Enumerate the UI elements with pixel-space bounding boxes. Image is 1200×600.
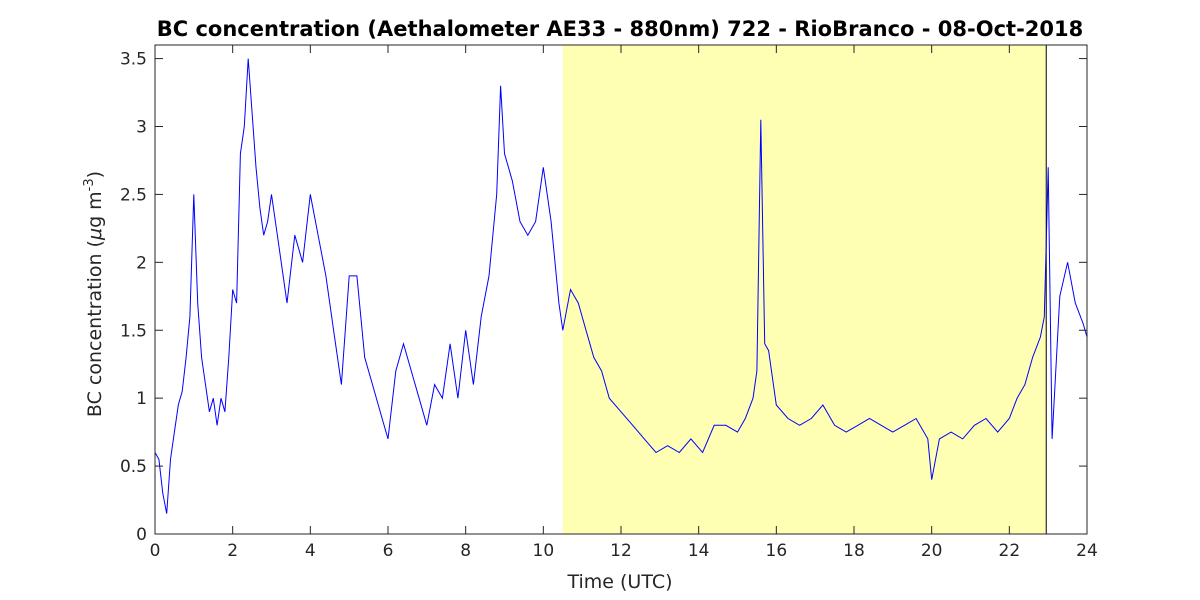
x-axis-label: Time (UTC) <box>566 571 672 593</box>
x-tick-label: 0 <box>150 541 161 561</box>
y-axis-label-prefix: BC concentration ( <box>84 240 106 417</box>
x-tick-label: 4 <box>305 541 316 561</box>
x-tick-label: 24 <box>1076 541 1098 561</box>
y-tick-label: 0 <box>136 525 147 545</box>
y-tick-label: 2.5 <box>120 185 147 205</box>
x-tick-label: 10 <box>533 541 555 561</box>
daytime-highlight-region <box>562 45 1047 534</box>
x-tick-label: 8 <box>460 541 471 561</box>
x-tick-label: 12 <box>610 541 632 561</box>
y-tick-label: 3 <box>136 118 147 138</box>
x-axis-ticks: 0 2 4 6 8 10 12 14 16 18 20 22 24 <box>150 45 1098 561</box>
y-tick-label: 0.5 <box>120 457 147 477</box>
y-tick-label: 3.5 <box>120 50 147 70</box>
y-axis-label-exponent: -3 <box>82 178 97 191</box>
bc-series-line <box>154 58 1088 514</box>
y-axis-ticks: 0 0.5 1 1.5 2 2.5 3 3.5 <box>120 50 1087 545</box>
x-tick-label: 6 <box>383 541 394 561</box>
y-axis-label-unit: g m <box>84 191 106 228</box>
x-tick-label: 18 <box>843 541 865 561</box>
y-axis-label: BC concentration (μg m-3) <box>82 171 106 417</box>
series-layer <box>154 45 1088 534</box>
y-tick-label: 2 <box>136 253 147 273</box>
y-tick-label: 1.5 <box>120 321 147 341</box>
y-axis-label-suffix: ) <box>84 171 106 178</box>
chart-title: BC concentration (Aethalometer AE33 - 88… <box>157 17 1083 41</box>
x-tick-label: 14 <box>688 541 710 561</box>
x-tick-label: 16 <box>766 541 788 561</box>
y-axis-label-mu: μ <box>84 228 106 241</box>
x-tick-label: 20 <box>921 541 943 561</box>
x-tick-label: 22 <box>999 541 1021 561</box>
y-tick-label: 1 <box>136 389 147 409</box>
x-tick-label: 2 <box>227 541 238 561</box>
